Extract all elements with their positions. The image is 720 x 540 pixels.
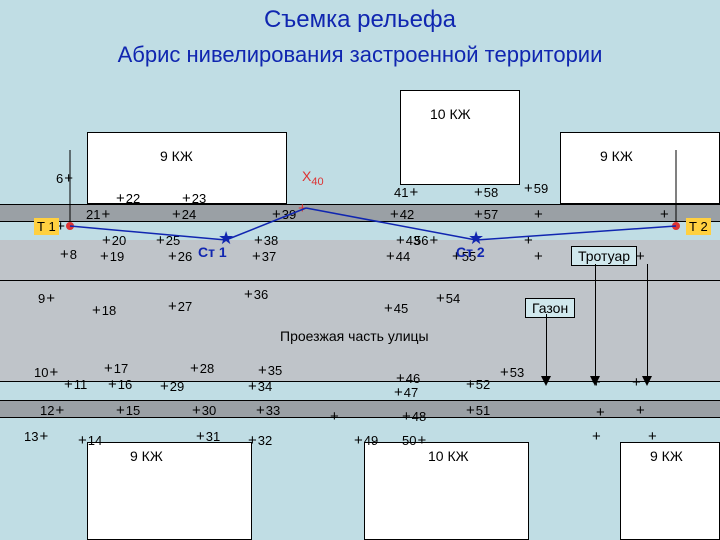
- pt-41: 41: [394, 184, 418, 201]
- legend-lawn: Газон: [525, 298, 575, 318]
- x40-label: Х40: [302, 168, 324, 188]
- pt-54: 54: [436, 290, 460, 307]
- pt-45: 45: [384, 300, 408, 317]
- pt-15: 15: [116, 402, 140, 419]
- lawn-arrow-head: [541, 376, 551, 386]
- pt-8: 8: [60, 246, 77, 263]
- cross-2: [534, 248, 544, 265]
- pt-52: 52: [466, 376, 490, 393]
- band-curb2: [0, 400, 720, 418]
- pt-39: 39: [272, 206, 296, 223]
- cross-0: [534, 206, 544, 223]
- pt-48: 48: [402, 408, 426, 425]
- t-label-t1: Т 1: [34, 218, 59, 235]
- cross-10: [636, 248, 646, 265]
- building-label-b4: 9 КЖ: [130, 448, 163, 464]
- pt-36: 36: [244, 286, 268, 303]
- building-label-b5: 10 КЖ: [428, 448, 469, 464]
- pt-26: 26: [168, 248, 192, 265]
- pt-6: 6: [56, 170, 73, 187]
- lawn-arrow-line: [546, 314, 547, 378]
- pt-21: 21: [86, 206, 110, 223]
- pt-30: 30: [192, 402, 216, 419]
- building-b3: [560, 132, 720, 204]
- sidewalk-arrow-1-head: [590, 376, 600, 386]
- t-dot-t2: [672, 222, 680, 230]
- pt-13: 13: [24, 428, 48, 445]
- building-label-b6: 9 КЖ: [650, 448, 683, 464]
- pt-49: 49: [354, 432, 378, 449]
- pt-18: 18: [92, 302, 116, 319]
- cross-8: [592, 428, 602, 445]
- pt-24: 24: [172, 206, 196, 223]
- sidewalk-arrow-1-line: [595, 264, 596, 378]
- pt-59: 59: [524, 180, 548, 197]
- sidewalk-arrow-2-head: [642, 376, 652, 386]
- pt-51: 51: [466, 402, 490, 419]
- pt-28: 28: [190, 360, 214, 377]
- x40-cross: [298, 196, 308, 219]
- pt-25: 25: [156, 232, 180, 249]
- pt-19: 19: [100, 248, 124, 265]
- pt-58: 58: [474, 184, 498, 201]
- pt-44: 44: [386, 248, 410, 265]
- sidewalk-arrow-2-line: [647, 264, 648, 378]
- pt-50: 50: [402, 432, 426, 449]
- building-b2: [400, 90, 520, 185]
- pt-56: 56: [414, 232, 438, 249]
- building-label-b3: 9 КЖ: [600, 148, 633, 164]
- building-label-b1: 9 КЖ: [160, 148, 193, 164]
- building-b4: [87, 442, 252, 540]
- pt-35: 35: [258, 362, 282, 379]
- pt-14: 14: [78, 432, 102, 449]
- cross-5: [632, 374, 642, 391]
- pt-12: 12: [40, 402, 64, 419]
- title-1: Съемка рельефа: [0, 6, 720, 34]
- pt-10: 10: [34, 364, 58, 381]
- pt-29: 29: [160, 378, 184, 395]
- cross-6: [596, 404, 606, 421]
- pt-31: 31: [196, 428, 220, 445]
- pt-16: 16: [108, 376, 132, 393]
- pt-27: 27: [168, 298, 192, 315]
- pt-42: 42: [390, 206, 414, 223]
- pt-11: 11: [64, 376, 87, 393]
- t-dot-t1: [66, 222, 74, 230]
- pt-47: 47: [394, 384, 418, 401]
- pt-22: 22: [116, 190, 140, 207]
- station-label-st1: Ст 1: [198, 244, 227, 260]
- pt-23: 23: [182, 190, 206, 207]
- pt-34: 34: [248, 378, 272, 395]
- station-label-st2: Ст 2: [456, 244, 485, 260]
- cross-11: [660, 206, 670, 223]
- pt-37: 37: [252, 248, 276, 265]
- pt-53: 53: [500, 364, 524, 381]
- pt-38: 38: [254, 232, 278, 249]
- pt-57: 57: [474, 206, 498, 223]
- building-label-b2: 10 КЖ: [430, 106, 471, 122]
- road-label: Проезжая часть улицы: [280, 328, 429, 344]
- pt-9: 9: [38, 290, 55, 307]
- pt-17: 17: [104, 360, 128, 377]
- cross-7: [636, 402, 646, 419]
- legend-sidewalk: Тротуар: [571, 246, 637, 266]
- title-2: Абрис нивелирования застроенной территор…: [0, 42, 720, 68]
- pt-32: 32: [248, 432, 272, 449]
- cross-1: [524, 232, 534, 249]
- t-label-t2: Т 2: [686, 218, 711, 235]
- cross-9: [648, 428, 658, 445]
- pt-33: 33: [256, 402, 280, 419]
- pt-20: 20: [102, 232, 126, 249]
- cross-12: [330, 408, 340, 425]
